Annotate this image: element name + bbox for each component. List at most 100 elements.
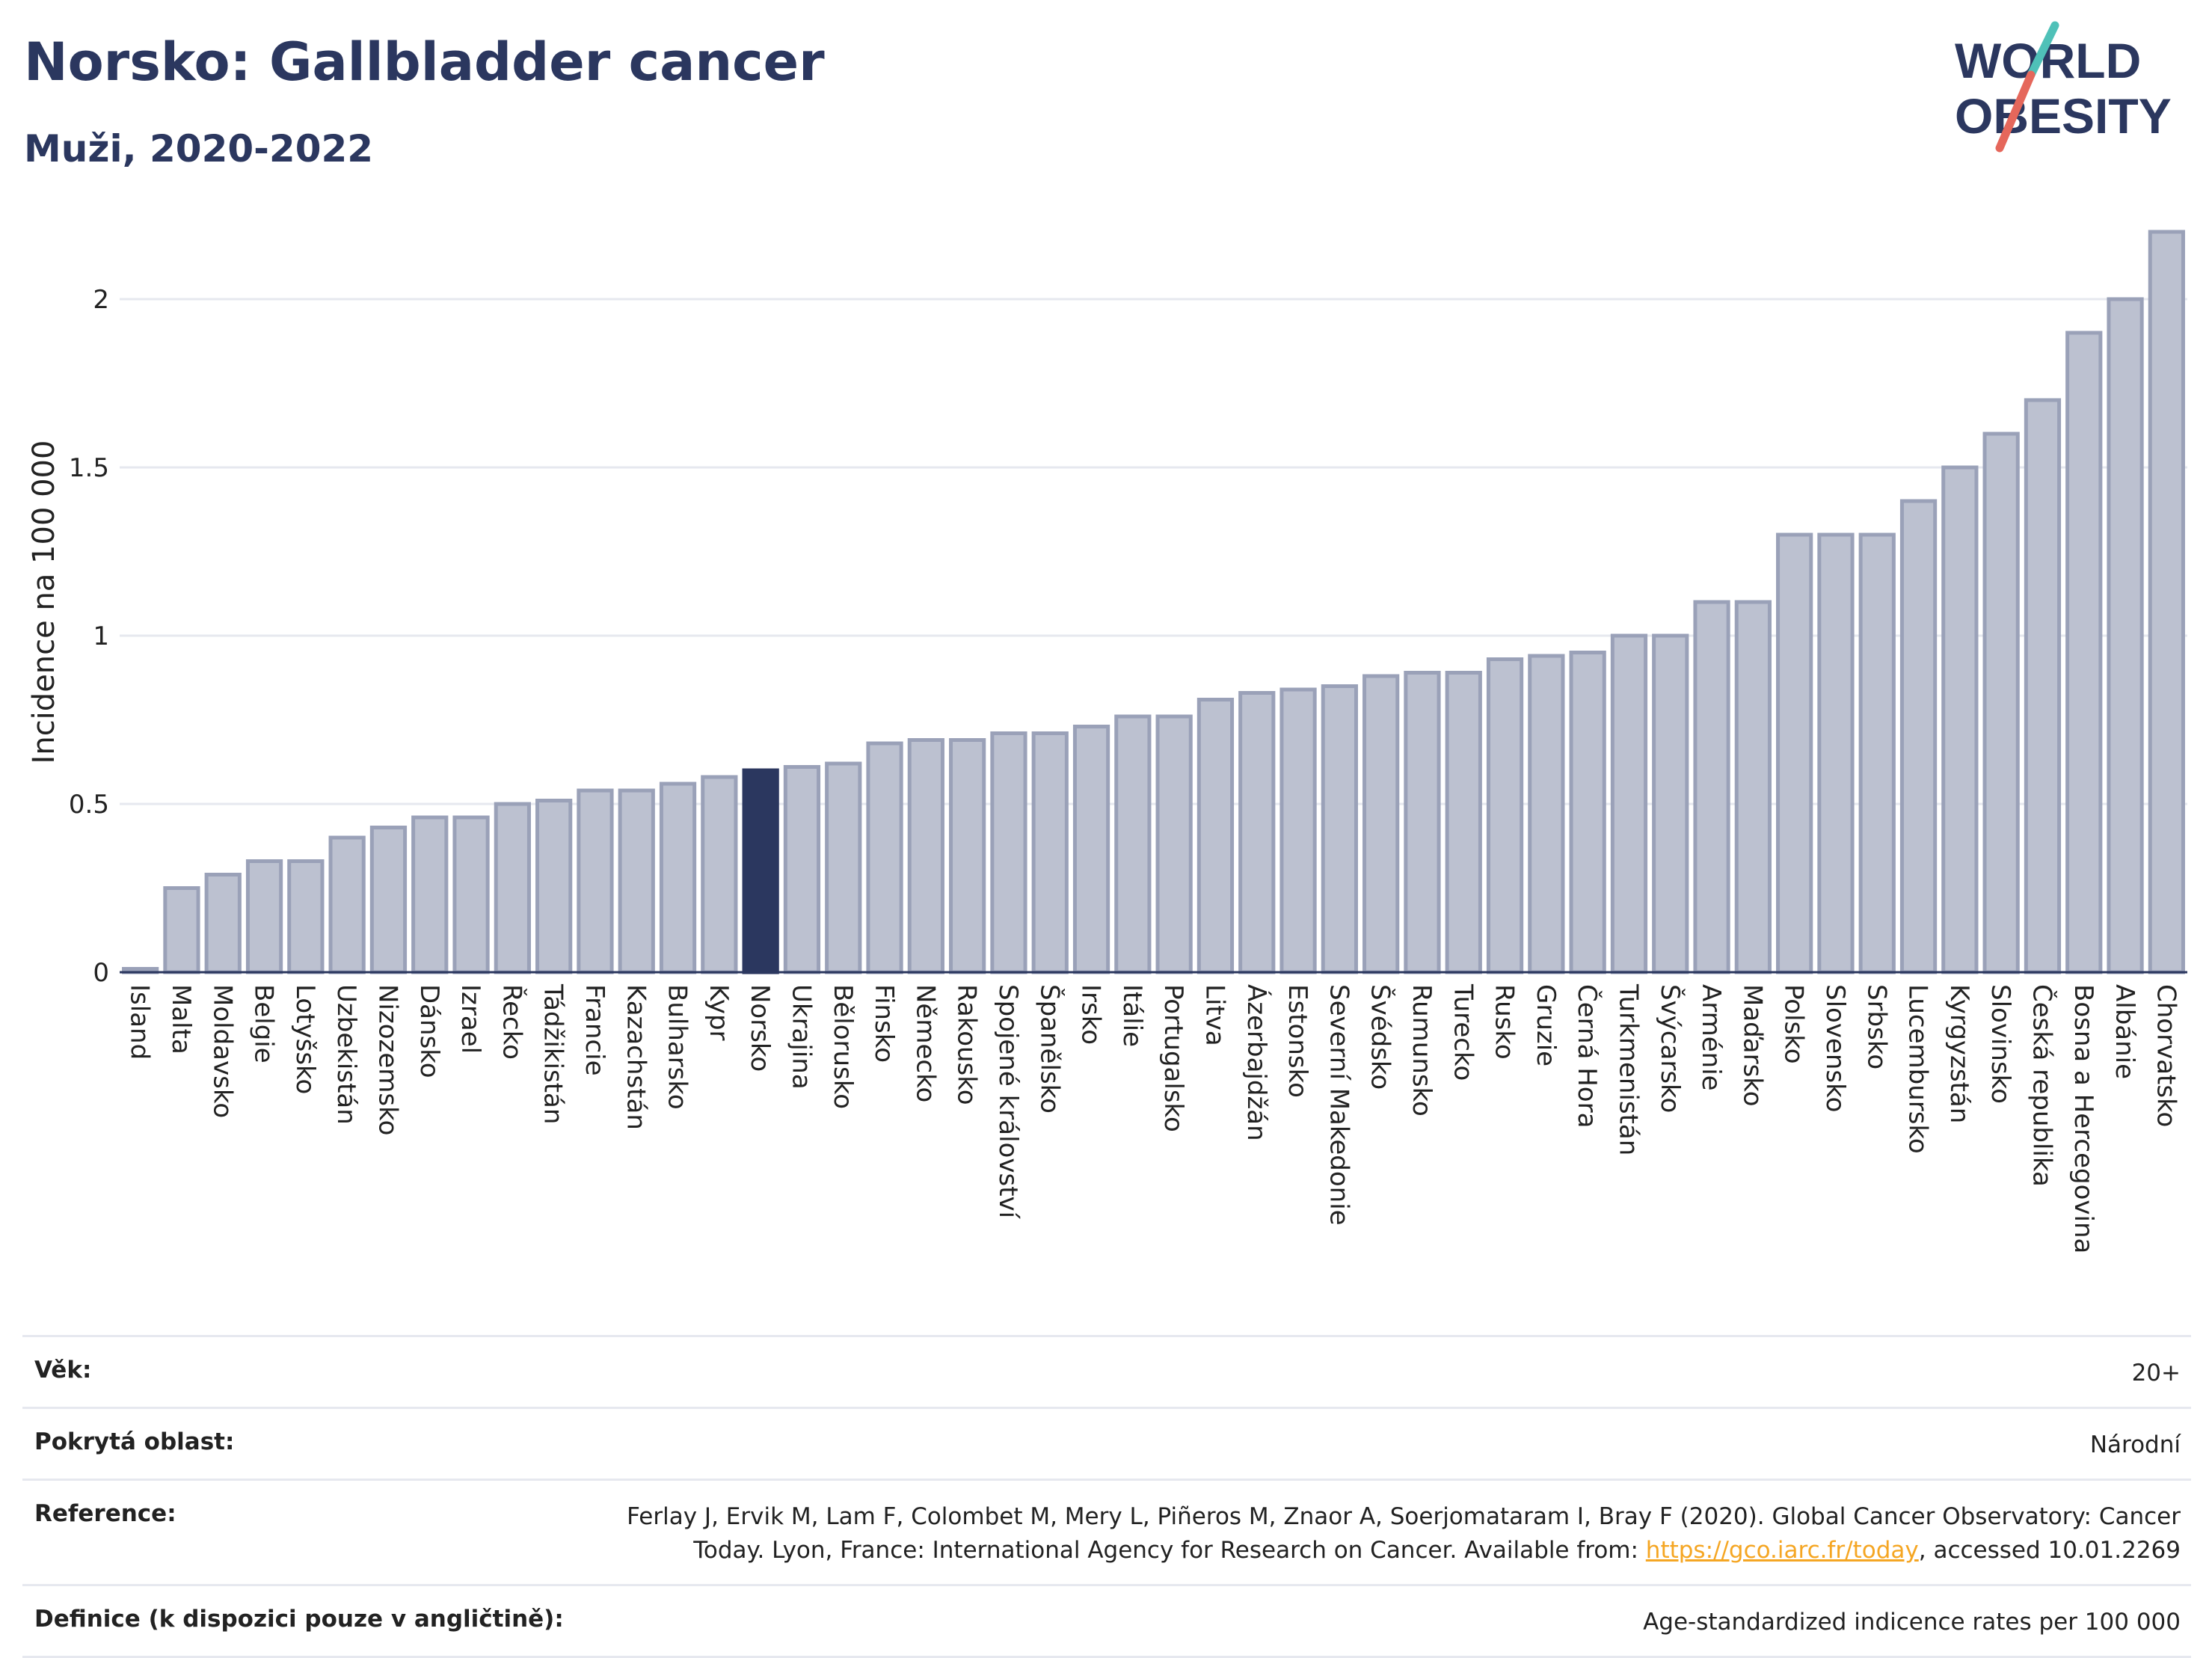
x-tick-label: Ázerbajdžán bbox=[1241, 984, 1272, 1141]
bar-Rakousko bbox=[949, 738, 986, 974]
bar-Srbsko bbox=[1858, 532, 1896, 974]
bar-Bělorusko bbox=[825, 761, 862, 974]
x-tick-label: Nizozemsko bbox=[372, 984, 402, 1135]
bar-Tádžikistán bbox=[535, 799, 573, 974]
bar-Nizozemsko bbox=[369, 826, 408, 974]
bar-Litva bbox=[1196, 698, 1235, 974]
y-tick-label: 0.5 bbox=[69, 790, 109, 820]
x-tick-label: Maďarsko bbox=[1737, 984, 1767, 1107]
bar-Gruzie bbox=[1528, 654, 1565, 974]
bar-Česká republika bbox=[2024, 398, 2062, 974]
x-tick-label: Švédsko bbox=[1365, 984, 1396, 1090]
bar-Chorvatsko bbox=[2148, 230, 2185, 974]
bar-Malta bbox=[163, 886, 200, 974]
x-tick-label: Kypr bbox=[704, 984, 734, 1041]
meta-row-coverage: Pokrytá oblast: Národní bbox=[22, 1409, 2191, 1481]
x-tick-label: Chorvatsko bbox=[2151, 984, 2181, 1127]
bar-Bosna a Hercegovina bbox=[2065, 331, 2103, 974]
bar-Švédsko bbox=[1362, 674, 1400, 974]
bar-Slovensko bbox=[1817, 532, 1855, 974]
x-tick-label: Černá Hora bbox=[1572, 984, 1603, 1128]
x-tick-label: Česká republika bbox=[2027, 984, 2057, 1187]
bar-chart: 0 0.5 1 1.5 2 Island Malta Moldavsko Belgie Loty… bbox=[27, 230, 2187, 1253]
x-tick-label: Rusko bbox=[1490, 984, 1520, 1060]
bar-Irsko bbox=[1072, 725, 1110, 974]
x-tick-label: Švýcarsko bbox=[1655, 984, 1686, 1113]
bar-Severní Makedonie bbox=[1321, 684, 1358, 974]
bar-Slovinsko bbox=[1982, 432, 2020, 974]
x-tick-label: Litva bbox=[1199, 984, 1229, 1046]
x-tick-label: Lucembursko bbox=[1903, 984, 1933, 1154]
x-tick-label: Severní Makedonie bbox=[1324, 984, 1354, 1226]
x-tick-label: Bosna a Hercegovina bbox=[2068, 984, 2098, 1253]
x-tick-label: Gruzie bbox=[1531, 984, 1561, 1066]
logo-slash-teal bbox=[2027, 21, 2059, 79]
age-label: Věk: bbox=[34, 1357, 92, 1384]
bar-Španělsko bbox=[1031, 731, 1069, 974]
bar-Ukrajina bbox=[783, 765, 821, 974]
x-tick-label: Albánie bbox=[2110, 984, 2139, 1079]
bar-Německo bbox=[907, 738, 944, 974]
bar-Belgie bbox=[245, 859, 283, 974]
x-tick-label: Finsko bbox=[869, 984, 899, 1063]
x-tick-label: Slovinsko bbox=[1985, 984, 2015, 1104]
x-tick-label: Malta bbox=[166, 984, 196, 1054]
bar-Rumunsko bbox=[1404, 671, 1441, 974]
x-tick-label: Portugalsko bbox=[1158, 984, 1188, 1132]
reference-link[interactable]: https://gco.iarc.fr/today bbox=[1645, 1536, 1919, 1564]
meta-row-reference: Reference: Ferlay J, Ervik M, Lam F, Col… bbox=[22, 1481, 2191, 1586]
x-tick-label: Island bbox=[125, 984, 155, 1060]
y-tick-labels: 0 0.5 1 1.5 2 bbox=[69, 285, 109, 988]
bar-Řecko bbox=[494, 802, 531, 974]
x-tick-label: Moldavsko bbox=[207, 984, 237, 1118]
bar-Turkmenistán bbox=[1610, 633, 1648, 974]
coverage-value: Národní bbox=[2089, 1431, 2181, 1458]
world-obesity-logo: WORLD OBESITY bbox=[1955, 21, 2172, 153]
y-axis-label: Incidence na 100 000 bbox=[27, 440, 61, 764]
bar-Dánsko bbox=[411, 815, 449, 974]
x-tick-label: Izrael bbox=[455, 984, 485, 1054]
reference-text-2: Today. Lyon, France: International Agenc… bbox=[693, 1536, 1646, 1564]
reference-value: Ferlay J, Ervik M, Lam F, Colombet M, Me… bbox=[627, 1500, 2181, 1568]
bar-Černá Hora bbox=[1569, 651, 1606, 974]
y-tick-label: 2 bbox=[93, 285, 109, 315]
bar-Spojené království bbox=[990, 731, 1027, 974]
x-tick-label: Francie bbox=[580, 984, 609, 1076]
definition-value: Age-standardized indicence rates per 100… bbox=[1643, 1608, 2181, 1636]
x-tick-label: Uzbekistán bbox=[331, 984, 361, 1125]
bar-Bulharsko bbox=[659, 782, 697, 974]
x-tick-label: Estonsko bbox=[1282, 984, 1312, 1098]
bar-Kypr bbox=[701, 775, 738, 974]
bar-Estonsko bbox=[1279, 687, 1317, 974]
bar-Moldavsko bbox=[204, 873, 242, 974]
bar-Finsko bbox=[866, 741, 903, 974]
bar-Uzbekistán bbox=[328, 835, 366, 974]
bar-Francie bbox=[577, 788, 614, 974]
x-tick-label: Řecko bbox=[497, 984, 527, 1060]
bars bbox=[122, 230, 2185, 974]
age-value: 20+ bbox=[2131, 1360, 2181, 1387]
bar-Ázerbajdžán bbox=[1238, 691, 1276, 974]
bar-Lotyšsko bbox=[287, 859, 325, 974]
bar-Itálie bbox=[1114, 714, 1152, 974]
x-tick-label: Irsko bbox=[1076, 984, 1106, 1045]
x-tick-labels: Island Malta Moldavsko Belgie Lotyšsko Uzbeki… bbox=[125, 983, 2181, 1253]
bar-Kazachstán bbox=[618, 788, 655, 974]
bar-Portugalsko bbox=[1155, 714, 1193, 974]
x-tick-label: Německo bbox=[910, 984, 940, 1102]
logo-slash-red bbox=[1995, 70, 2036, 153]
meta-row-age: Věk: 20+ bbox=[22, 1337, 2191, 1409]
x-tick-label: Španělsko bbox=[1034, 984, 1065, 1114]
x-tick-label: Rumunsko bbox=[1407, 984, 1437, 1117]
x-tick-label: Itálie bbox=[1117, 984, 1147, 1047]
meta-row-definition: Definice (k dispozici pouze v angličtině… bbox=[22, 1586, 2191, 1658]
chart-title: Norsko: Gallbladder cancer bbox=[24, 31, 825, 93]
bar-Albánie bbox=[2107, 297, 2144, 974]
bar-Arménie bbox=[1693, 600, 1730, 974]
bar-Lucembursko bbox=[1899, 499, 1938, 974]
definition-label: Definice (k dispozici pouze v angličtině… bbox=[34, 1605, 564, 1633]
reference-text-1: Ferlay J, Ervik M, Lam F, Colombet M, Me… bbox=[627, 1502, 2181, 1530]
x-tick-label: Ukrajina bbox=[786, 984, 816, 1090]
bar-Maďarsko bbox=[1734, 600, 1772, 974]
coverage-label: Pokrytá oblast: bbox=[34, 1428, 235, 1455]
